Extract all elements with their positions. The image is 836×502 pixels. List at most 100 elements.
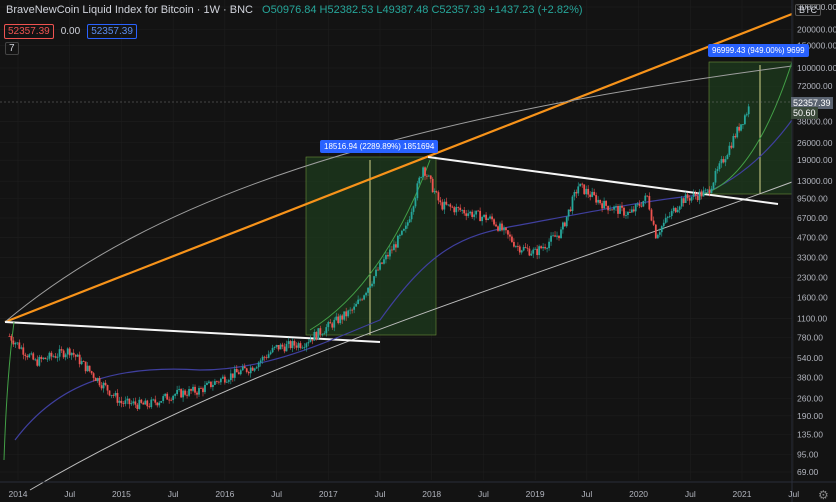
candle-body xyxy=(239,370,242,375)
candle-body xyxy=(654,224,657,239)
candle-body xyxy=(216,381,218,383)
candle-body xyxy=(92,373,95,378)
candle-body xyxy=(575,192,578,194)
candle-body xyxy=(532,249,535,254)
y-tick-label: 100000.00 xyxy=(797,63,836,73)
candle-body xyxy=(591,191,594,197)
candle-body xyxy=(283,346,286,352)
candle-body xyxy=(743,115,746,125)
candle-body xyxy=(579,183,582,187)
candle-body xyxy=(475,210,478,215)
candle-body xyxy=(463,210,466,214)
symbol-title[interactable]: BraveNewCoin Liquid Index for Bitcoin · … xyxy=(6,4,253,16)
candle-body xyxy=(245,368,248,372)
candle-body xyxy=(445,201,448,205)
candle-body xyxy=(397,235,399,248)
candle-body xyxy=(253,368,256,371)
candle-body xyxy=(686,194,689,199)
candle-body xyxy=(48,352,51,359)
candle-body xyxy=(431,178,434,193)
candle-body xyxy=(303,347,306,349)
candle-body xyxy=(666,216,669,218)
candle-body xyxy=(680,198,683,207)
candle-body xyxy=(560,229,562,239)
candle-body xyxy=(327,322,330,328)
candle-body xyxy=(416,183,419,199)
x-tick-label: 2019 xyxy=(526,489,545,499)
candle-body xyxy=(524,247,527,248)
candle-body xyxy=(106,384,109,391)
candle-body xyxy=(76,354,79,357)
candle-body xyxy=(178,389,181,390)
candle-body xyxy=(42,357,45,359)
candle-body xyxy=(467,213,470,216)
buy-price-button[interactable]: 52357.39 xyxy=(87,24,137,39)
candle-body xyxy=(285,343,288,352)
candle-body xyxy=(305,343,308,348)
candle-body xyxy=(287,341,290,344)
candle-body xyxy=(18,342,21,349)
candle-body xyxy=(265,357,268,359)
candle-body xyxy=(277,344,280,350)
candle-body xyxy=(698,191,701,201)
candle-body xyxy=(481,216,484,222)
candle-body xyxy=(66,348,69,355)
candle-body xyxy=(186,394,188,396)
gear-icon[interactable]: ⚙ xyxy=(818,488,829,502)
candle-body xyxy=(483,214,485,217)
candle-body xyxy=(124,400,127,404)
candle-body xyxy=(728,145,731,155)
candle-body xyxy=(565,216,568,227)
candle-body xyxy=(581,183,584,185)
candle-body xyxy=(241,366,244,371)
candle-body xyxy=(636,203,639,205)
candle-body xyxy=(585,188,588,195)
candle-body xyxy=(154,399,157,403)
white-resistance-2018 xyxy=(427,156,779,205)
candle-body xyxy=(331,323,334,328)
candle-body xyxy=(138,399,141,409)
candle-body xyxy=(190,389,192,391)
candle-body xyxy=(122,403,125,405)
candle-body xyxy=(511,236,513,242)
candle-body xyxy=(668,216,671,217)
candle-body xyxy=(379,262,381,270)
candle-body xyxy=(562,222,564,230)
candle-body xyxy=(558,235,560,239)
candle-body xyxy=(367,287,369,293)
candle-body xyxy=(32,353,35,360)
candle-body xyxy=(56,356,59,358)
candle-body xyxy=(110,394,113,396)
candle-body xyxy=(485,214,487,221)
candle-body xyxy=(542,246,544,249)
candle-body xyxy=(497,226,499,231)
x-tick-label: 2020 xyxy=(629,489,648,499)
x-tick-label: Jul xyxy=(271,489,282,499)
measure-box-2021 xyxy=(708,61,793,195)
candle-body xyxy=(447,204,450,206)
candle-body xyxy=(383,259,385,264)
candle-body xyxy=(146,400,149,407)
candle-body xyxy=(341,315,344,320)
candle-body xyxy=(130,403,133,405)
candle-body xyxy=(54,356,57,358)
candle-body xyxy=(662,222,665,227)
candle-body xyxy=(311,339,314,341)
candle-body xyxy=(225,381,228,383)
candle-body xyxy=(658,232,661,235)
x-tick-label: Jul xyxy=(581,489,592,499)
candle-body xyxy=(538,246,541,256)
candle-body xyxy=(644,195,647,201)
ohlc-values: O50976.84 H52382.53 L49387.48 C52357.39 … xyxy=(262,4,583,16)
candle-body xyxy=(473,214,476,217)
indicators-toggle[interactable]: 7 xyxy=(5,42,19,55)
y-tick-label: 4700.00 xyxy=(797,233,828,243)
candle-body xyxy=(503,227,505,231)
white-upper-arc xyxy=(4,65,793,323)
candle-body xyxy=(329,322,332,324)
candle-body xyxy=(601,203,604,209)
sell-price-button[interactable]: 52357.39 xyxy=(4,24,54,39)
candle-body xyxy=(461,210,464,211)
candle-body xyxy=(313,332,316,341)
